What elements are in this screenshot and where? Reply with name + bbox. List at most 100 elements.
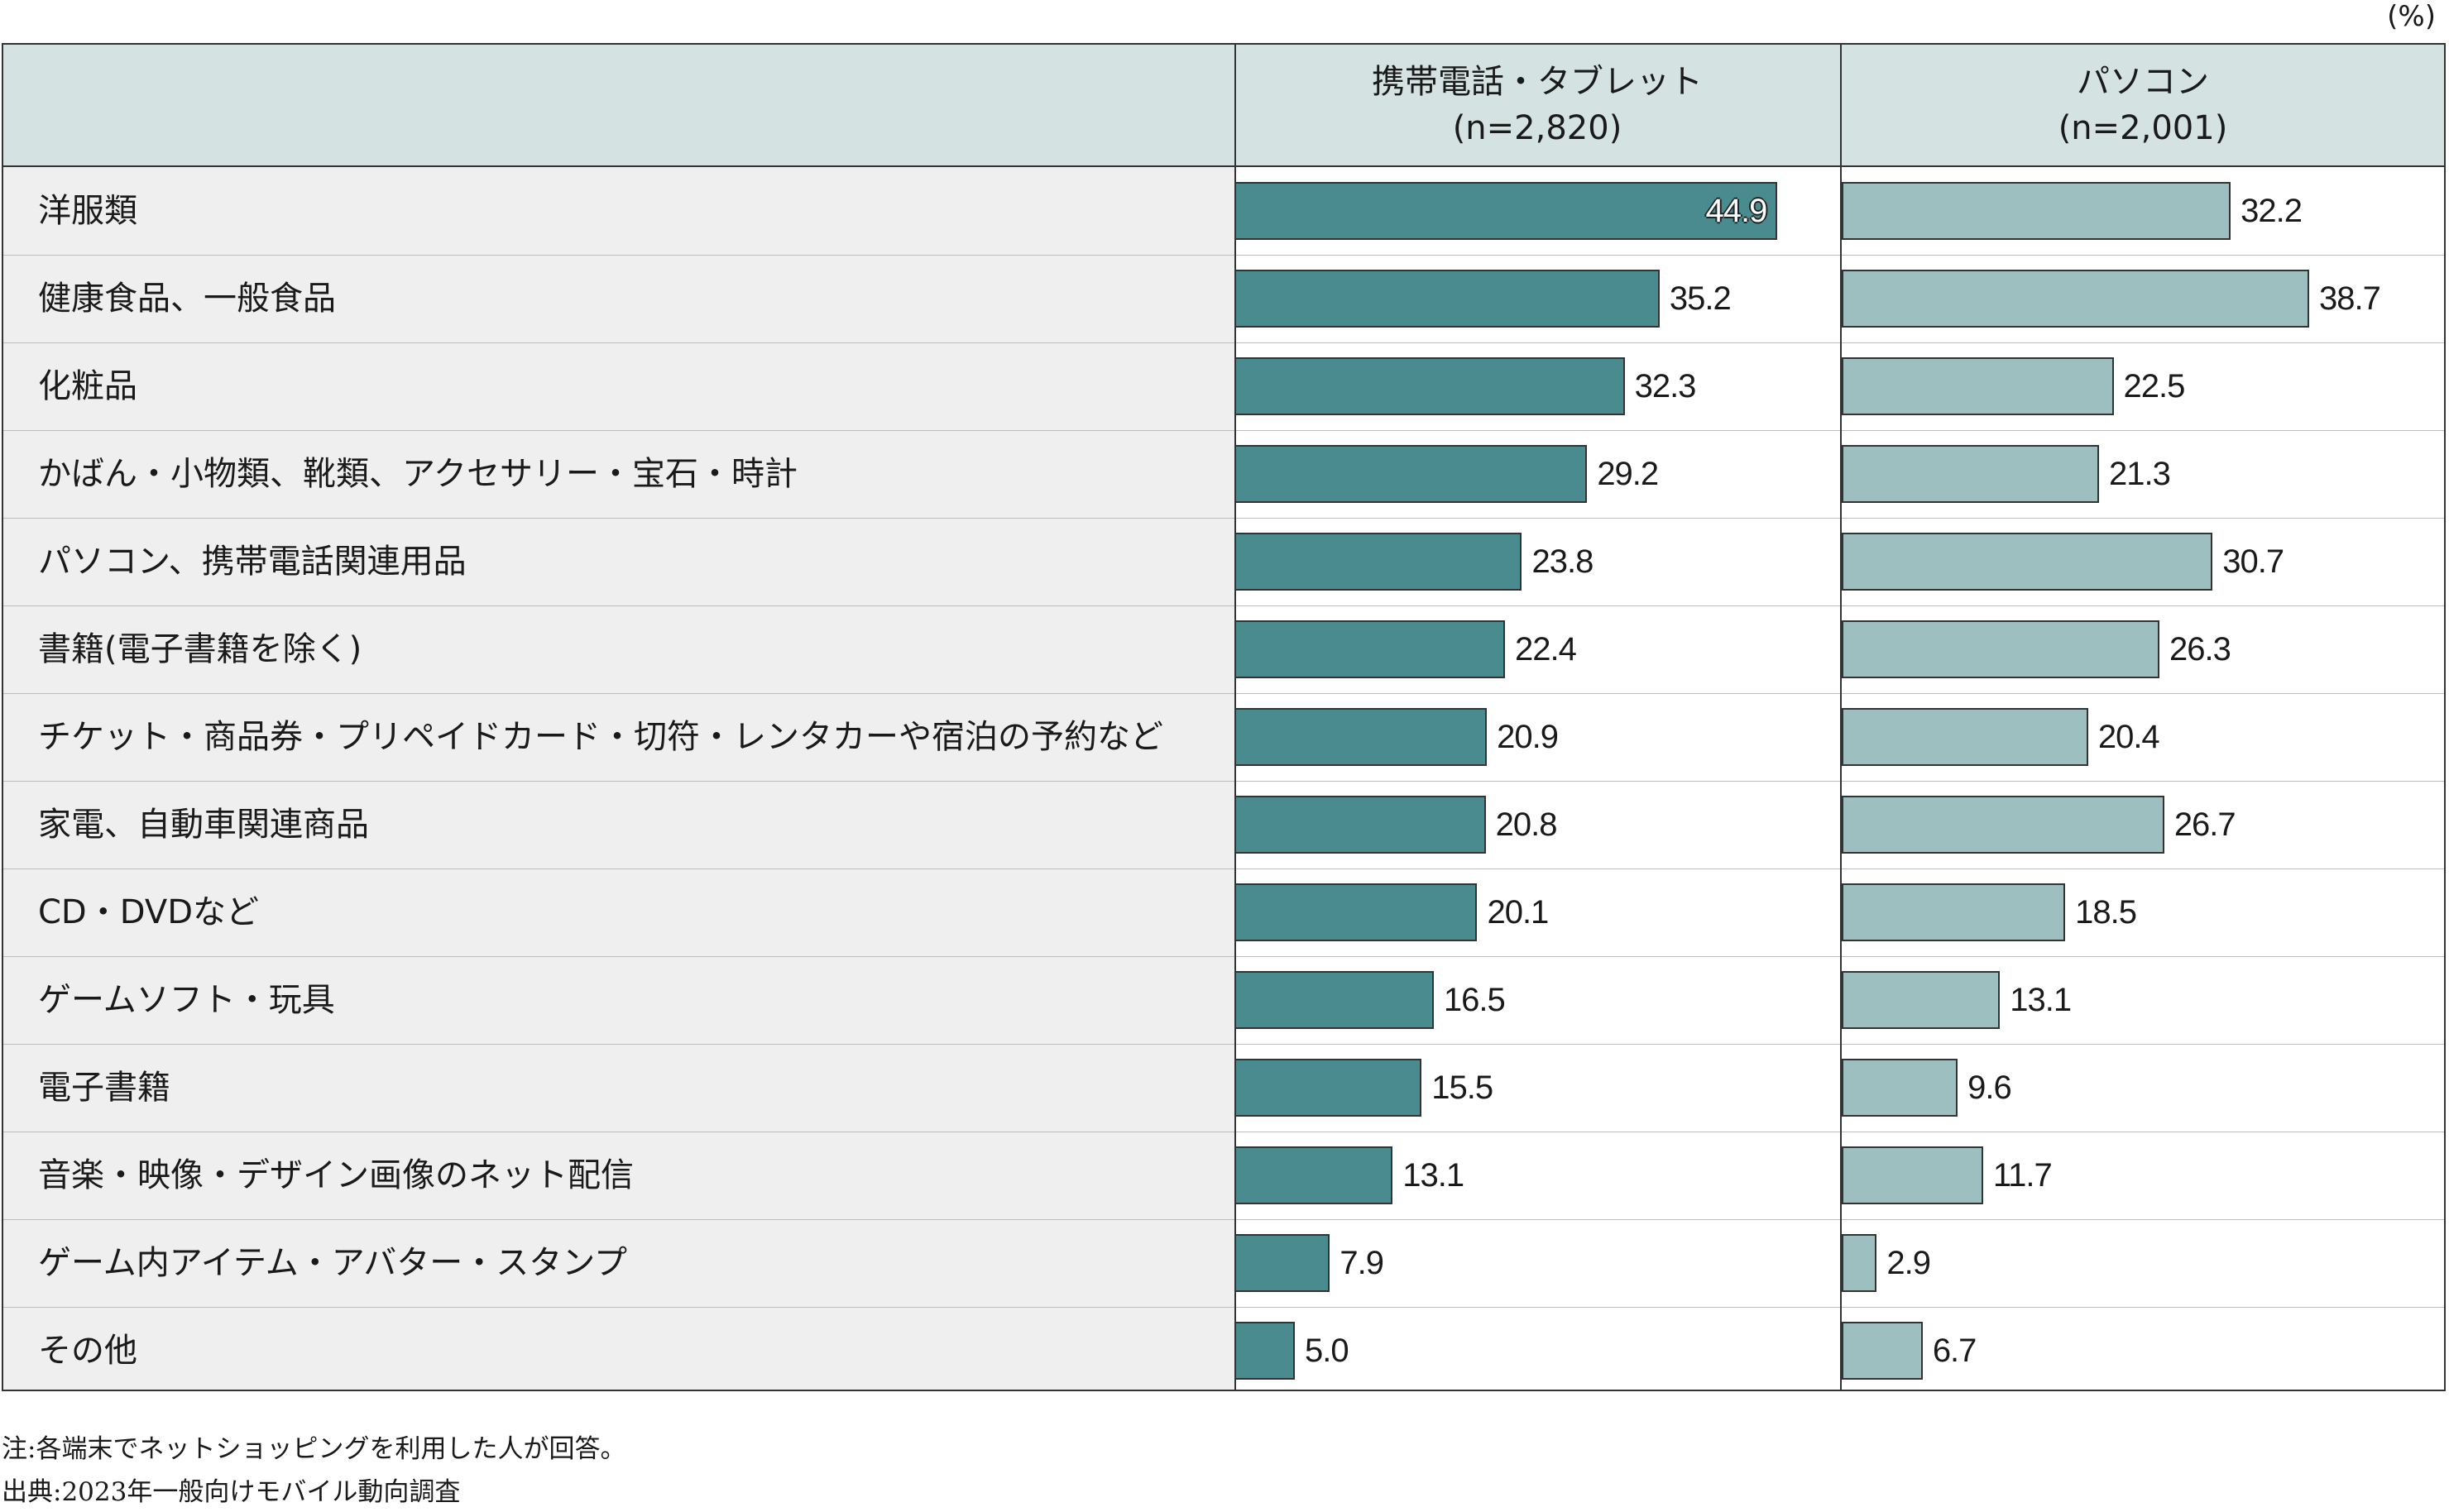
row-divider [3,1307,2444,1308]
table-row: 音楽・映像・デザイン画像のネット配信 13.1 11.7 [3,1132,2444,1219]
category-label: 洋服類 [38,192,137,230]
divider-mobile [1234,45,1236,1390]
bar-mobile [1234,708,1488,766]
value-label-mobile: 15.5 [1431,1069,1493,1106]
category-label: チケット・商品券・プリペイドカード・切符・レンタカーや宿泊の予約など [38,718,1163,756]
category-label: パソコン、携帯電話関連用品 [38,543,467,581]
label-column [3,167,1234,1390]
row-divider [3,868,2444,869]
bar-pc [1842,971,2001,1029]
table-row: ゲームソフト・玩具 16.5 13.1 [3,956,2444,1044]
row-divider [3,518,2444,519]
row-divider [3,342,2444,343]
value-label-mobile: 16.5 [1443,982,1506,1018]
header-mobile-title: 携帯電話・タブレット [1372,63,1703,101]
row-divider [3,605,2444,606]
value-label-mobile: 20.8 [1495,806,1558,843]
bar-mobile [1234,796,1486,854]
header-pc-n: (n=2,001) [2058,109,2228,147]
category-label: ゲームソフト・玩具 [38,981,335,1019]
category-label: CD・DVDなど [38,893,259,931]
value-label-mobile: 35.2 [1669,280,1732,317]
value-label-mobile: 5.0 [1305,1333,1349,1369]
table-row: 書籍(電子書籍を除く) 22.4 26.3 [3,605,2444,693]
value-label-pc: 18.5 [2075,894,2137,931]
table-row: かばん・小物類、靴類、アクセサリー・宝石・時計 29.2 21.3 [3,430,2444,518]
value-label-pc: 13.1 [2010,982,2072,1018]
value-label-pc: 22.5 [2123,368,2186,404]
category-label: 電子書籍 [38,1069,170,1107]
value-label-mobile: 13.1 [1402,1157,1464,1194]
table-row: 化粧品 32.3 22.5 [3,342,2444,430]
row-divider [3,255,2444,256]
category-label: 化粧品 [38,367,137,405]
bar-pc [1842,620,2159,678]
category-label: 家電、自動車関連商品 [38,806,369,844]
table-row: 健康食品、一般食品 35.2 38.7 [3,255,2444,342]
bar-pc [1842,445,2099,503]
value-label-mobile: 7.9 [1340,1245,1384,1281]
value-label-pc: 9.6 [1967,1069,2012,1106]
bar-pc [1842,1234,1877,1292]
row-divider [3,430,2444,431]
bar-pc [1842,708,2088,766]
footnote: 注:各端末でネットショッピングを利用した人が回答。 [2,1434,626,1464]
bar-mobile [1234,533,1522,591]
value-label-pc: 21.3 [2108,456,2171,492]
divider-pc [1840,45,1842,1390]
row-divider [3,1044,2444,1045]
header-pc: パソコン (n=2,001) [1842,45,2444,165]
value-label-mobile: 23.8 [1531,543,1594,580]
bar-pc [1842,182,2231,240]
table-header: 携帯電話・タブレット (n=2,820) パソコン (n=2,001) [3,45,2444,167]
header-pc-title: パソコン [2077,63,2209,101]
row-divider [3,1219,2444,1220]
category-label: ゲーム内アイテム・アバター・スタンプ [38,1244,627,1282]
bar-mobile [1234,270,1660,328]
bar-mobile [1234,971,1434,1029]
bar-pc [1842,796,2164,854]
value-label-pc: 2.9 [1886,1245,1931,1281]
table-row: CD・DVDなど 20.1 18.5 [3,868,2444,956]
source-note: 出典:2023年一般向けモバイル動向調査 [2,1477,461,1507]
bar-pc [1842,1322,1923,1380]
row-divider [3,781,2444,782]
header-mobile: 携帯電話・タブレット (n=2,820) [1234,45,1840,165]
bar-mobile [1234,445,1588,503]
value-label-mobile: 20.9 [1497,719,1559,755]
bar-pc [1842,1059,1958,1117]
category-label: かばん・小物類、靴類、アクセサリー・宝石・時計 [38,455,798,493]
table-row: 電子書籍 15.5 9.6 [3,1044,2444,1132]
category-label: 健康食品、一般食品 [38,280,336,318]
table-row: その他 5.0 6.7 [3,1307,2444,1395]
value-label-pc: 38.7 [2319,280,2381,317]
chart-table: 携帯電話・タブレット (n=2,820) パソコン (n=2,001) 洋服類 4… [2,43,2446,1391]
bar-pc [1842,533,2213,591]
bar-pc [1842,270,2310,328]
category-label: 音楽・映像・デザイン画像のネット配信 [38,1156,634,1194]
table-row: 洋服類 44.9 32.2 [3,167,2444,255]
bar-mobile [1234,182,1777,240]
table-row: チケット・商品券・プリペイドカード・切符・レンタカーや宿泊の予約など 20.9 20… [3,693,2444,781]
value-label-mobile: 29.2 [1597,456,1659,492]
table-row: 家電、自動車関連商品 20.8 26.7 [3,781,2444,868]
bar-mobile [1234,357,1625,415]
bar-mobile [1234,620,1506,678]
bar-pc [1842,357,2114,415]
category-label: その他 [38,1332,137,1370]
value-label-mobile: 20.1 [1487,894,1549,931]
bar-mobile [1234,1322,1295,1380]
unit-label: (%) [2387,0,2436,33]
value-label-mobile: 22.4 [1515,631,1577,667]
value-label-pc: 6.7 [1932,1333,1977,1369]
row-divider [3,693,2444,694]
bar-mobile [1234,1059,1422,1117]
value-label-pc: 26.7 [2173,806,2236,843]
bar-mobile [1234,1234,1330,1292]
category-label: 書籍(電子書籍を除く) [38,630,362,668]
table-row: パソコン、携帯電話関連用品 23.8 30.7 [3,518,2444,605]
bar-pc [1842,883,2066,941]
value-label-mobile: 32.3 [1634,368,1697,404]
bar-mobile [1234,883,1478,941]
row-divider [3,956,2444,957]
